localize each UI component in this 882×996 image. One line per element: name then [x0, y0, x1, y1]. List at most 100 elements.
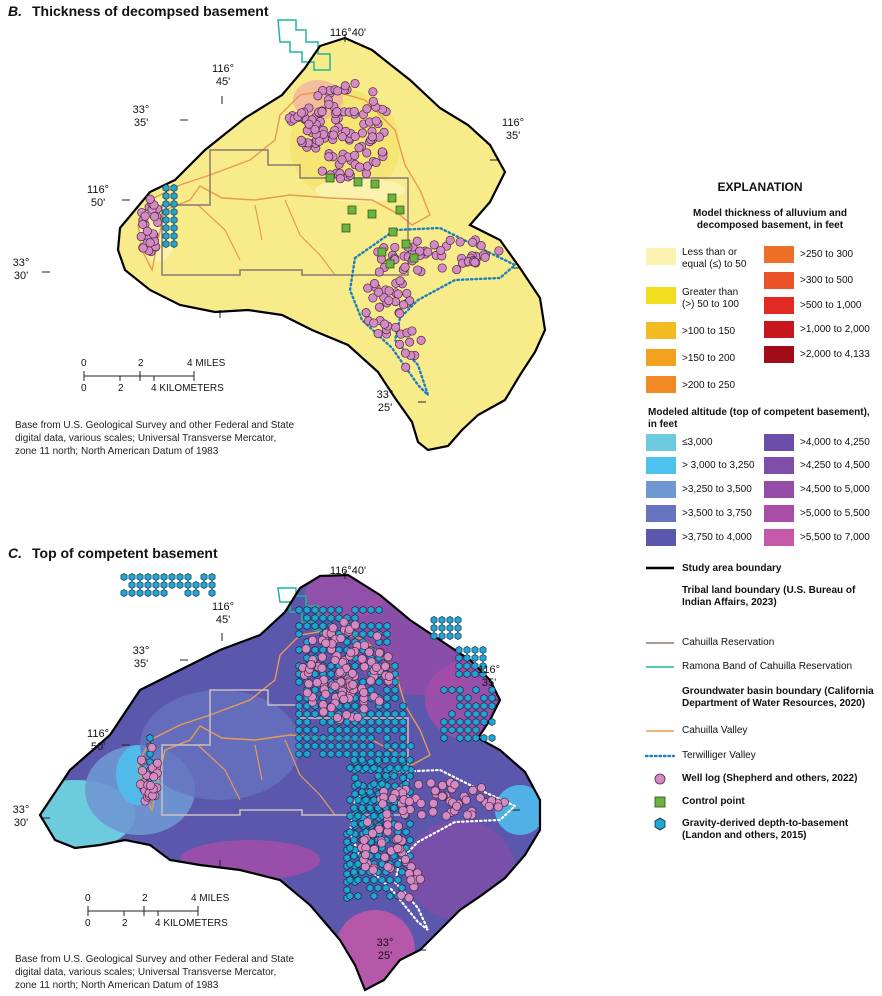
well-log-point [380, 661, 390, 671]
swatch-alt-5000-5500 [764, 505, 794, 522]
gravity-point [170, 232, 178, 240]
gravity-point [327, 734, 335, 742]
well-log-point [314, 136, 324, 146]
gravity-point [488, 734, 496, 742]
gravity-point [455, 662, 463, 670]
gravity-point [311, 646, 319, 654]
well-log-point [384, 295, 394, 306]
gravity-point [343, 886, 351, 894]
gravity-point [162, 200, 170, 208]
legend-study-area-label: Study area boundary [682, 563, 782, 574]
label-alt-4500-5000: >4,500 to 5,000 [800, 484, 870, 495]
gravity-point [350, 868, 358, 876]
well-log-point [152, 758, 163, 768]
gravity-point [370, 780, 378, 788]
gravity-point [367, 710, 375, 718]
well-log-point [340, 81, 350, 91]
legend-gw-heading: Groundwater basin boundary (California De… [682, 686, 874, 709]
well-log-point [332, 107, 342, 117]
gravity-point [394, 876, 402, 884]
gravity-point [170, 240, 178, 248]
gravity-point [464, 726, 472, 734]
gravity-point [351, 750, 359, 758]
gravity-point [383, 750, 391, 758]
well-log-point [406, 875, 416, 885]
well-log-point [393, 843, 403, 853]
gravity-point [160, 589, 168, 597]
gravity-point [168, 573, 176, 581]
well-log-point [378, 799, 388, 809]
swatch-alt-5500-7000 [764, 529, 794, 546]
scale-b-mi-2: 2 [138, 358, 144, 369]
gravity-point [374, 852, 382, 860]
well-log-point [368, 828, 378, 838]
swatch-thick-500-1000 [764, 297, 794, 314]
panel-b-title: B. Thickness of decompsed basement [8, 3, 269, 19]
legend-symbols [644, 566, 676, 831]
control-point [385, 259, 395, 269]
well-log-point [429, 240, 439, 250]
well-log-point [147, 743, 157, 753]
legend-well-log-symbol [654, 773, 666, 785]
gravity-point [351, 742, 359, 750]
gravity-point [295, 742, 303, 750]
gravity-point [464, 702, 472, 710]
well-log-point [332, 713, 342, 723]
well-log-point [383, 652, 393, 662]
well-log-point [476, 783, 486, 793]
gravity-point [351, 734, 359, 742]
well-log-point [349, 106, 359, 117]
well-log-point [362, 104, 372, 114]
gravity-point [479, 670, 487, 678]
label-thick-1000-2000: >1,000 to 2,000 [800, 324, 870, 335]
scale-c-km-0: 0 [85, 918, 91, 929]
well-log-point [304, 119, 314, 129]
gravity-point [399, 774, 407, 782]
gravity-point [370, 892, 378, 900]
label-alt-le-3000: ≤3,000 [682, 437, 713, 448]
gravity-point [454, 616, 462, 624]
control-point [367, 209, 377, 219]
well-log-point [357, 128, 368, 138]
gravity-point [176, 573, 184, 581]
coord-c-116-40: 116°40' [329, 565, 367, 577]
well-log-point [142, 226, 152, 236]
gravity-point [354, 812, 362, 820]
gravity-point [359, 606, 367, 614]
gravity-point [319, 742, 327, 750]
well-log-point [357, 654, 367, 664]
panel-b-letter: B. [8, 3, 22, 19]
gravity-point [394, 764, 402, 772]
explanation-legend: EXPLANATION [642, 180, 878, 200]
gravity-point [390, 756, 398, 764]
gravity-point [378, 860, 386, 868]
swatch-thick-2000-4133 [764, 346, 794, 363]
gravity-point [390, 804, 398, 812]
gravity-point [343, 742, 351, 750]
label-thick-250-300: >250 to 300 [800, 249, 854, 260]
gravity-point [144, 581, 152, 589]
well-log-point [426, 778, 436, 788]
gravity-point [303, 726, 311, 734]
gravity-point [374, 884, 382, 892]
gravity-point [471, 662, 479, 670]
gravity-point [359, 750, 367, 758]
gravity-point [303, 742, 311, 750]
gravity-point [295, 734, 303, 742]
gravity-point [471, 670, 479, 678]
gravity-point [327, 606, 335, 614]
gravity-point [488, 694, 496, 702]
well-log-point [335, 667, 345, 677]
gravity-point [391, 686, 399, 694]
well-log-point [369, 318, 379, 328]
well-log-point [339, 694, 349, 704]
gravity-point [463, 662, 471, 670]
gravity-point [378, 876, 386, 884]
coord-b-116-40: 116°40' [329, 27, 367, 39]
credit-b: Base from U.S. Geological Survey and oth… [15, 420, 295, 457]
label-alt-3750-4000: >3,750 to 4,000 [682, 532, 752, 543]
well-log-point [145, 238, 155, 248]
well-log-point [388, 793, 398, 804]
well-log-point [374, 696, 384, 706]
gravity-point [160, 573, 168, 581]
